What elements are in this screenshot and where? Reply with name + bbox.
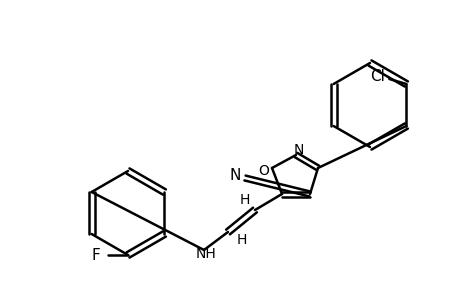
- Text: H: H: [236, 233, 246, 247]
- Text: N: N: [229, 168, 241, 183]
- Text: O: O: [258, 164, 269, 178]
- Text: NH: NH: [195, 247, 216, 261]
- Text: H: H: [239, 193, 250, 207]
- Text: N: N: [293, 143, 303, 157]
- Text: Cl: Cl: [369, 68, 384, 83]
- Text: F: F: [91, 248, 100, 262]
